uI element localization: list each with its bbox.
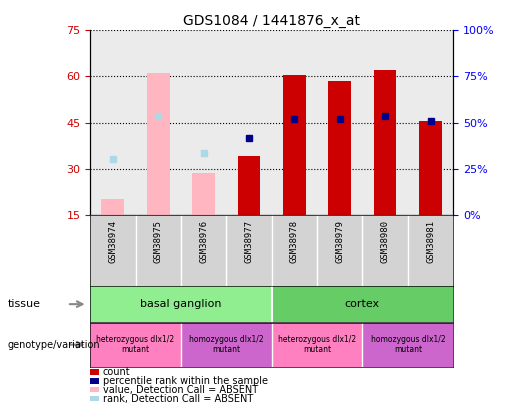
Bar — [283, 75, 306, 215]
Text: homozygous dlx1/2
mutant: homozygous dlx1/2 mutant — [189, 335, 264, 354]
Bar — [272, 323, 363, 367]
Text: GSM38976: GSM38976 — [199, 220, 208, 262]
Text: GSM38980: GSM38980 — [381, 220, 390, 262]
Bar — [329, 81, 351, 215]
Bar — [374, 70, 397, 215]
Bar — [192, 173, 215, 215]
Bar — [90, 369, 99, 375]
Bar — [90, 378, 99, 384]
Text: percentile rank within the sample: percentile rank within the sample — [103, 376, 268, 386]
Bar — [90, 286, 272, 322]
Text: GSM38977: GSM38977 — [245, 220, 253, 262]
Text: GSM38974: GSM38974 — [108, 220, 117, 262]
Text: count: count — [103, 367, 131, 377]
Bar — [419, 121, 442, 215]
Text: tissue: tissue — [8, 299, 41, 309]
Bar — [90, 323, 181, 367]
Bar — [90, 387, 99, 392]
Text: genotype/variation: genotype/variation — [8, 340, 100, 350]
Text: cortex: cortex — [345, 299, 380, 309]
Bar — [237, 156, 260, 215]
Bar — [147, 73, 169, 215]
Bar — [272, 286, 453, 322]
Text: value, Detection Call = ABSENT: value, Detection Call = ABSENT — [103, 385, 258, 394]
Bar — [101, 199, 124, 215]
Text: basal ganglion: basal ganglion — [140, 299, 221, 309]
Bar — [181, 323, 272, 367]
Text: GSM38979: GSM38979 — [335, 220, 344, 262]
Bar — [90, 396, 99, 401]
Text: heterozygous dlx1/2
mutant: heterozygous dlx1/2 mutant — [278, 335, 356, 354]
Text: GSM38981: GSM38981 — [426, 220, 435, 262]
Title: GDS1084 / 1441876_x_at: GDS1084 / 1441876_x_at — [183, 14, 360, 28]
Text: heterozygous dlx1/2
mutant: heterozygous dlx1/2 mutant — [96, 335, 175, 354]
Bar — [363, 323, 453, 367]
Text: rank, Detection Call = ABSENT: rank, Detection Call = ABSENT — [103, 394, 253, 403]
Text: GSM38975: GSM38975 — [153, 220, 163, 262]
Text: homozygous dlx1/2
mutant: homozygous dlx1/2 mutant — [370, 335, 445, 354]
Text: GSM38978: GSM38978 — [290, 220, 299, 262]
